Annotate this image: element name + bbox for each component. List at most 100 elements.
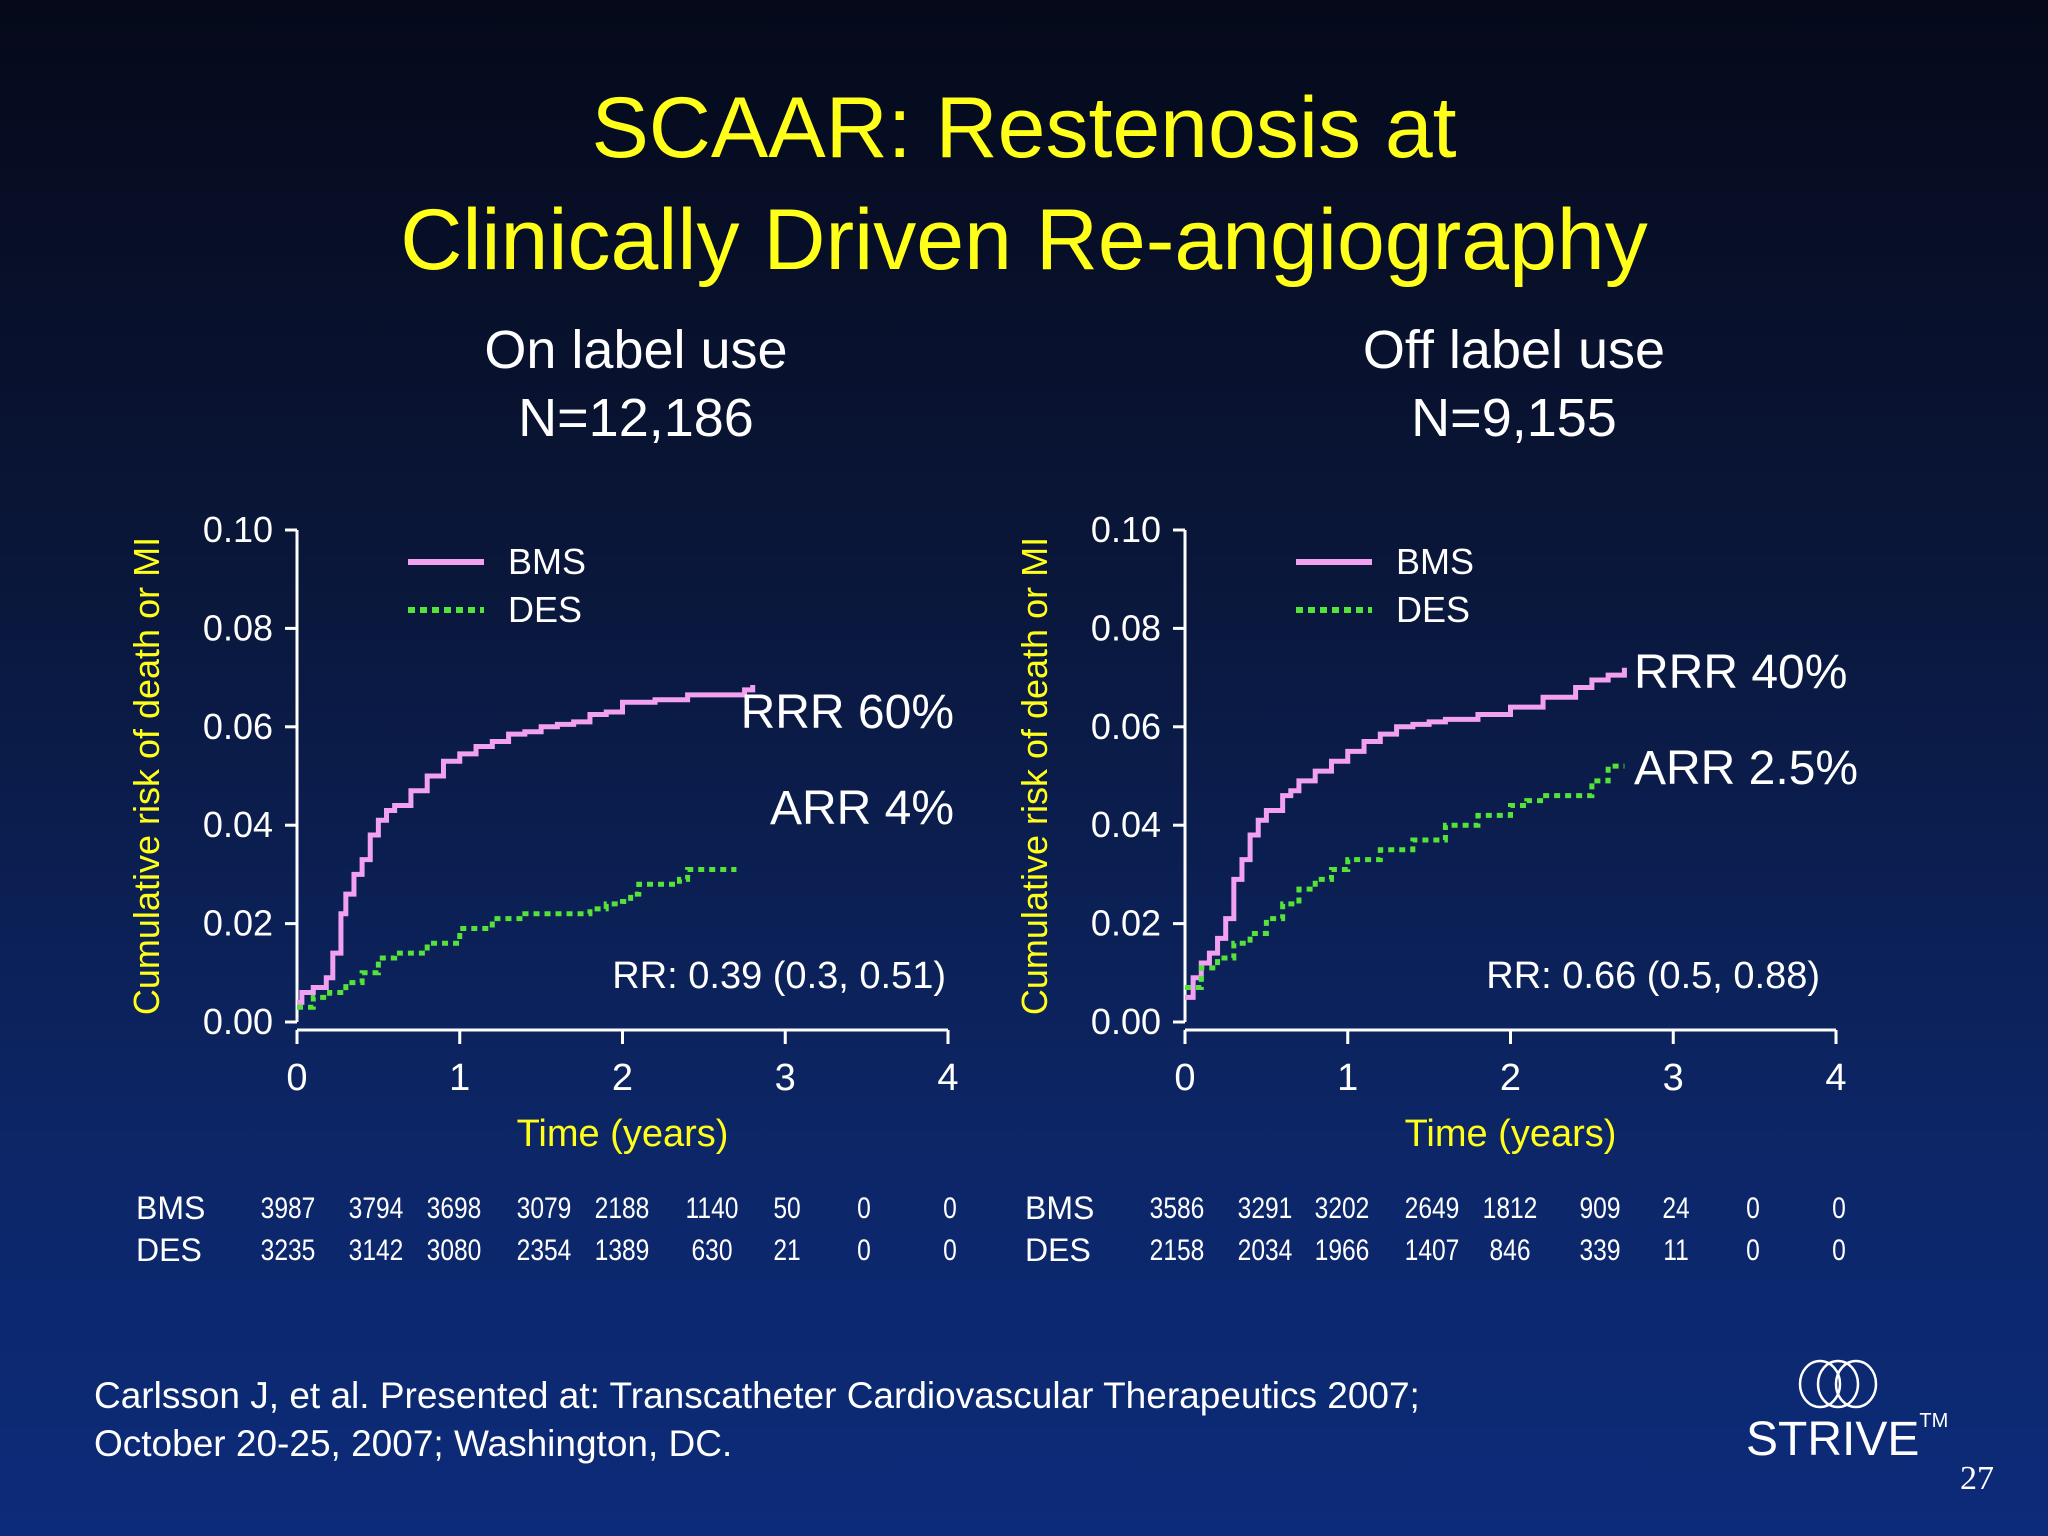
risk-cell-bms: 0 xyxy=(857,1192,871,1225)
page-number: 27 xyxy=(1960,1460,1994,1497)
risk-cell-bms: 3987 xyxy=(260,1192,316,1225)
risk-cell-bms: 1140 xyxy=(685,1192,739,1225)
risk-cell-des: 1407 xyxy=(1404,1234,1460,1267)
risk-cell-des: 2034 xyxy=(1237,1234,1293,1267)
x-tick-label: 1 xyxy=(1337,1057,1358,1099)
annotation-rr: RR: 0.66 (0.5, 0.88) xyxy=(1486,955,1820,997)
risk-cell-des: 3142 xyxy=(348,1234,404,1267)
slide-title: SCAAR: Restenosis at Clinically Driven R… xyxy=(0,72,2048,296)
risk-cell-bms: 909 xyxy=(1579,1192,1621,1225)
risk-cell-des: 2354 xyxy=(516,1234,572,1267)
risk-cell-des: 11 xyxy=(1663,1234,1689,1267)
chart-right-subtitle: N=9,155 xyxy=(1411,388,1617,448)
risk-cell-bms: 3079 xyxy=(516,1192,572,1225)
chart-left-heading: On label use N=12,186 xyxy=(286,316,986,452)
x-tick-label: 0 xyxy=(286,1057,307,1099)
x-tick-label: 1 xyxy=(449,1057,470,1099)
legend-label-des: DES xyxy=(508,589,582,630)
y-tick-label: 0.06 xyxy=(1091,706,1161,747)
risk-cell-des: 21 xyxy=(773,1234,801,1267)
risk-cell-bms: 1812 xyxy=(1482,1192,1538,1225)
y-tick-label: 0.08 xyxy=(203,607,273,648)
y-tick-label: 0.04 xyxy=(1091,804,1161,845)
legend-label-des: DES xyxy=(1396,589,1470,630)
annotation-arr: ARR 4% xyxy=(770,782,954,835)
risk-row-label-des: DES xyxy=(136,1232,202,1268)
y-tick-label: 0.04 xyxy=(203,804,273,845)
risk-cell-bms: 24 xyxy=(1662,1192,1690,1225)
risk-row-label-des: DES xyxy=(1025,1232,1091,1268)
risk-cell-des: 0 xyxy=(1746,1234,1760,1267)
legend-label-bms: BMS xyxy=(508,541,586,582)
chart-right-heading: Off label use N=9,155 xyxy=(1164,316,1864,452)
risk-cell-des: 630 xyxy=(691,1234,733,1267)
annotation-rrr: RRR 40% xyxy=(1634,646,1847,699)
y-tick-label: 0.02 xyxy=(203,903,273,944)
risk-cell-des: 846 xyxy=(1489,1234,1531,1267)
y-axis-label: Cumulative risk of death or MI xyxy=(126,537,167,1015)
title-line-1: SCAAR: Restenosis at xyxy=(591,80,1457,176)
y-tick-label: 0.00 xyxy=(1091,1001,1161,1042)
risk-cell-bms: 0 xyxy=(943,1192,957,1225)
chart-right: 0.00 0.02 0.04 0.06 0.08 0.10 0 1 2 3 4 Time (years… xyxy=(1014,509,1858,1155)
y-axis-label: Cumulative risk of death or MI xyxy=(1014,537,1055,1015)
x-tick-label: 3 xyxy=(1663,1057,1684,1099)
risk-cell-des: 3235 xyxy=(260,1234,316,1267)
risk-row-label-bms: BMS xyxy=(1025,1190,1095,1226)
x-tick-label: 0 xyxy=(1174,1057,1195,1099)
x-axis-label: Time (years) xyxy=(517,1113,729,1155)
y-tick-label: 0.08 xyxy=(1091,607,1161,648)
x-tick-label: 2 xyxy=(612,1057,633,1099)
series-bms-line xyxy=(1185,667,1627,1000)
risk-cell-bms: 3586 xyxy=(1149,1192,1205,1225)
risk-cell-bms: 2188 xyxy=(594,1192,650,1225)
annotation-rr: RR: 0.39 (0.3, 0.51) xyxy=(612,955,946,997)
x-tick-label: 4 xyxy=(1825,1057,1846,1099)
chart-right-title: Off label use xyxy=(1362,320,1666,380)
trademark-mark: TM xyxy=(1919,1410,1949,1432)
risk-cell-des: 1389 xyxy=(594,1234,650,1267)
risk-cell-des: 3080 xyxy=(426,1234,482,1267)
annotation-rrr: RRR 60% xyxy=(741,686,954,739)
y-tick-label: 0.02 xyxy=(1091,903,1161,944)
x-axis-label: Time (years) xyxy=(1405,1113,1617,1155)
risk-cell-des: 0 xyxy=(1832,1234,1846,1267)
risk-cell-des: 0 xyxy=(943,1234,957,1267)
rings-icon xyxy=(1798,1359,1878,1409)
y-tick-label: 0.10 xyxy=(203,509,273,550)
x-tick-label: 4 xyxy=(937,1057,958,1099)
risk-cell-bms: 0 xyxy=(1746,1192,1760,1225)
chart-left: 0.00 0.02 0.04 0.06 0.08 0.10 0 1 2 3 4 Time (years… xyxy=(126,509,959,1155)
chart-left-title: On label use xyxy=(484,320,788,380)
chart-left-subtitle: N=12,186 xyxy=(518,388,754,448)
strive-logo: STRIVETM xyxy=(1740,1352,1980,1472)
risk-cell-bms: 2649 xyxy=(1404,1192,1460,1225)
citation-line-1: Carlsson J, et al. Presented at: Transca… xyxy=(94,1375,1420,1416)
risk-cell-bms: 3202 xyxy=(1314,1192,1370,1225)
risk-cell-des: 2158 xyxy=(1149,1234,1205,1267)
series-des-line xyxy=(297,866,737,1010)
y-tick-label: 0.10 xyxy=(1091,509,1161,550)
x-tick-label: 3 xyxy=(775,1057,796,1099)
x-tick-label: 2 xyxy=(1500,1057,1521,1099)
logo-word: STRIVE xyxy=(1746,1413,1920,1466)
risk-cell-bms: 3698 xyxy=(426,1192,482,1225)
title-line-2: Clinically Driven Re-angiography xyxy=(400,192,1648,288)
risk-cell-bms: 0 xyxy=(1832,1192,1846,1225)
series-bms-line xyxy=(297,684,756,1005)
risk-cell-bms: 3291 xyxy=(1237,1192,1293,1225)
risk-cell-bms: 50 xyxy=(773,1192,801,1225)
risk-cell-des: 0 xyxy=(857,1234,871,1267)
series-des-line xyxy=(1185,763,1625,991)
citation: Carlsson J, et al. Presented at: Transca… xyxy=(94,1372,1420,1468)
logo-text: STRIVETM xyxy=(1746,1410,1949,1467)
annotation-arr: ARR 2.5% xyxy=(1634,742,1858,795)
legend-label-bms: BMS xyxy=(1396,541,1474,582)
citation-line-2: October 20-25, 2007; Washington, DC. xyxy=(94,1423,733,1464)
risk-cell-bms: 3794 xyxy=(348,1192,404,1225)
risk-cell-des: 1966 xyxy=(1314,1234,1370,1267)
risk-cell-des: 339 xyxy=(1579,1234,1621,1267)
risk-row-label-bms: BMS xyxy=(136,1190,206,1226)
y-tick-label: 0.00 xyxy=(203,1001,273,1042)
